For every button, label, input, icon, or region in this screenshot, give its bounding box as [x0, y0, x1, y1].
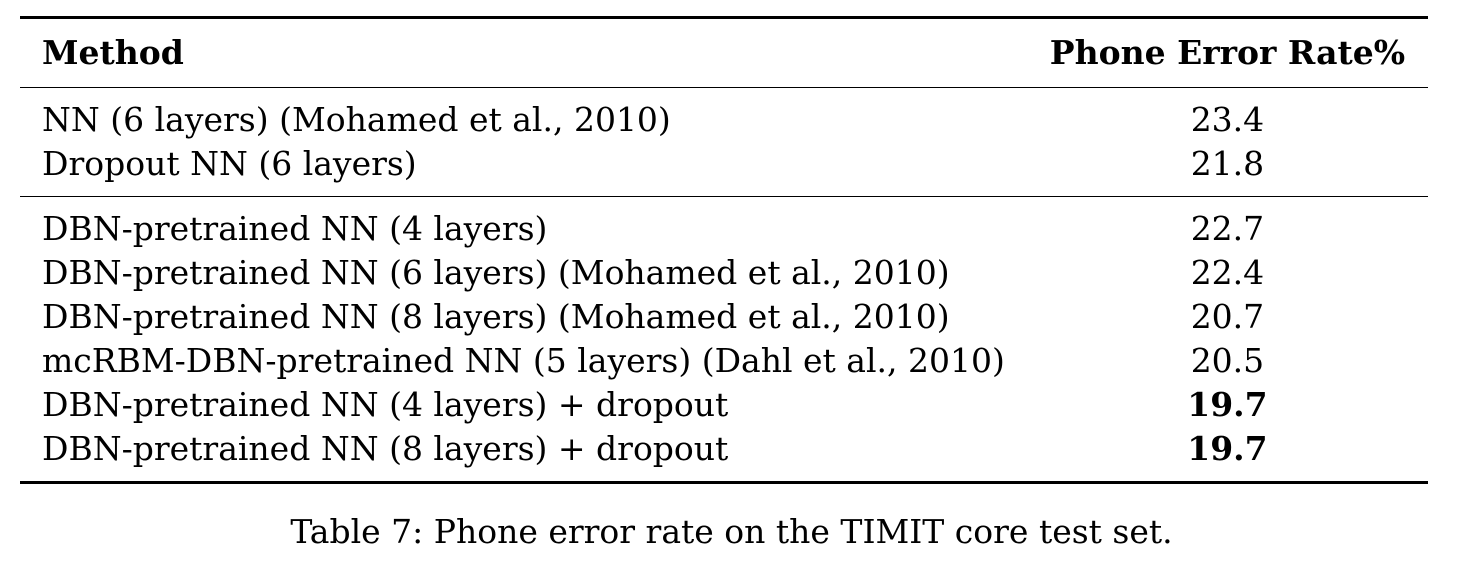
cell-phone-error-rate: 20.5	[1190, 341, 1265, 380]
cell-phone-error-rate: 20.7	[1190, 297, 1265, 336]
cell-method: mcRBM-DBN-pretrained NN (5 layers) (Dahl…	[42, 341, 1005, 380]
table-caption: Table 7: Phone error rate on the TIMIT c…	[290, 512, 1173, 551]
table-row: NN (6 layers) (Mohamed et al., 2010) 23.4	[20, 88, 1428, 143]
cell-phone-error-rate: 23.4	[1190, 100, 1265, 139]
table-group-baseline: NN (6 layers) (Mohamed et al., 2010) 23.4…	[20, 87, 1428, 197]
table-row: mcRBM-DBN-pretrained NN (5 layers) (Dahl…	[20, 339, 1428, 383]
table-row: DBN-pretrained NN (8 layers) + dropout 19…	[20, 427, 1428, 483]
table-row: Dropout NN (6 layers) 21.8	[20, 142, 1428, 197]
cell-method: DBN-pretrained NN (4 layers)	[42, 209, 548, 248]
header-method: Method	[42, 33, 184, 72]
header-row: Method Phone Error Rate%	[20, 17, 1428, 88]
cell-phone-error-rate: 21.8	[1190, 144, 1265, 183]
table-row: DBN-pretrained NN (4 layers) + dropout 19…	[20, 383, 1428, 427]
header-phone-error-rate: Phone Error Rate%	[1049, 33, 1406, 72]
results-table: Method Phone Error Rate% NN (6 layers) (…	[20, 16, 1428, 484]
table-row: DBN-pretrained NN (4 layers) 22.7	[20, 197, 1428, 252]
cell-method: DBN-pretrained NN (8 layers) + dropout	[42, 429, 729, 468]
cell-phone-error-rate: 22.7	[1190, 209, 1265, 248]
table-header: Method Phone Error Rate%	[20, 17, 1428, 88]
table-row: DBN-pretrained NN (6 layers) (Mohamed et…	[20, 251, 1428, 295]
cell-phone-error-rate: 19.7	[1187, 429, 1268, 468]
table-group-pretrained: DBN-pretrained NN (4 layers) 22.7 DBN-pret…	[20, 196, 1428, 483]
cell-phone-error-rate: 22.4	[1190, 253, 1265, 292]
cell-method: DBN-pretrained NN (4 layers) + dropout	[42, 385, 729, 424]
cell-method: DBN-pretrained NN (8 layers) (Mohamed et…	[42, 297, 950, 336]
cell-phone-error-rate: 19.7	[1187, 385, 1268, 424]
cell-method: Dropout NN (6 layers)	[42, 144, 417, 183]
results-table-container: Method Phone Error Rate% NN (6 layers) (…	[20, 16, 1428, 484]
cell-method: NN (6 layers) (Mohamed et al., 2010)	[42, 100, 671, 139]
cell-method: DBN-pretrained NN (6 layers) (Mohamed et…	[42, 253, 950, 292]
table-row: DBN-pretrained NN (8 layers) (Mohamed et…	[20, 295, 1428, 339]
